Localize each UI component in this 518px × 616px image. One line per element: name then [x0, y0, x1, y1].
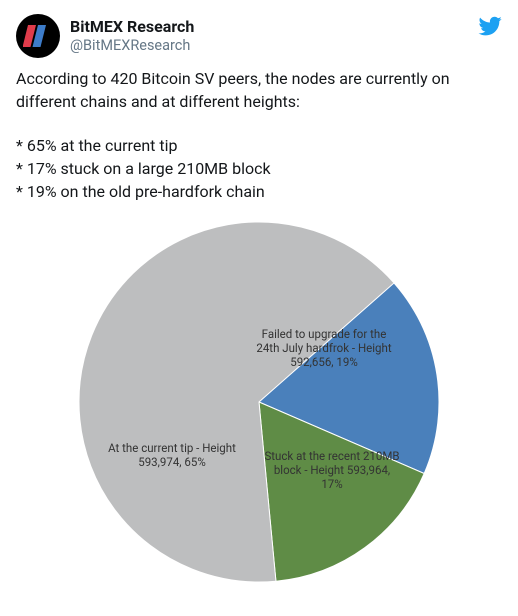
tweet-body-line: According to 420 Bitcoin SV peers, the n… — [16, 68, 502, 113]
avatar-logo-icon — [23, 21, 53, 51]
tweet-bullet-1: * 17% stuck on a large 210MB block — [16, 158, 502, 181]
tweet-card: BitMEX Research @BitMEXResearch Accordin… — [0, 0, 518, 602]
pie-chart: Failed to upgrade for the24th July hardf… — [69, 212, 449, 592]
tweet-bullet-2: * 19% on the old pre-hardfork chain — [16, 181, 502, 204]
twitter-logo-icon[interactable] — [478, 14, 502, 38]
tweet-header: BitMEX Research @BitMEXResearch — [16, 14, 502, 58]
avatar[interactable] — [16, 14, 60, 58]
author-handle[interactable]: @BitMEXResearch — [70, 37, 194, 55]
tweet-body: According to 420 Bitcoin SV peers, the n… — [16, 68, 502, 204]
tweet-body-blank — [16, 113, 502, 135]
pie-chart-wrap: Failed to upgrade for the24th July hardf… — [16, 212, 502, 592]
tweet-bullet-0: * 65% at the current tip — [16, 135, 502, 158]
author-text: BitMEX Research @BitMEXResearch — [70, 17, 194, 55]
author-name[interactable]: BitMEX Research — [70, 17, 194, 37]
author-block[interactable]: BitMEX Research @BitMEXResearch — [16, 14, 194, 58]
